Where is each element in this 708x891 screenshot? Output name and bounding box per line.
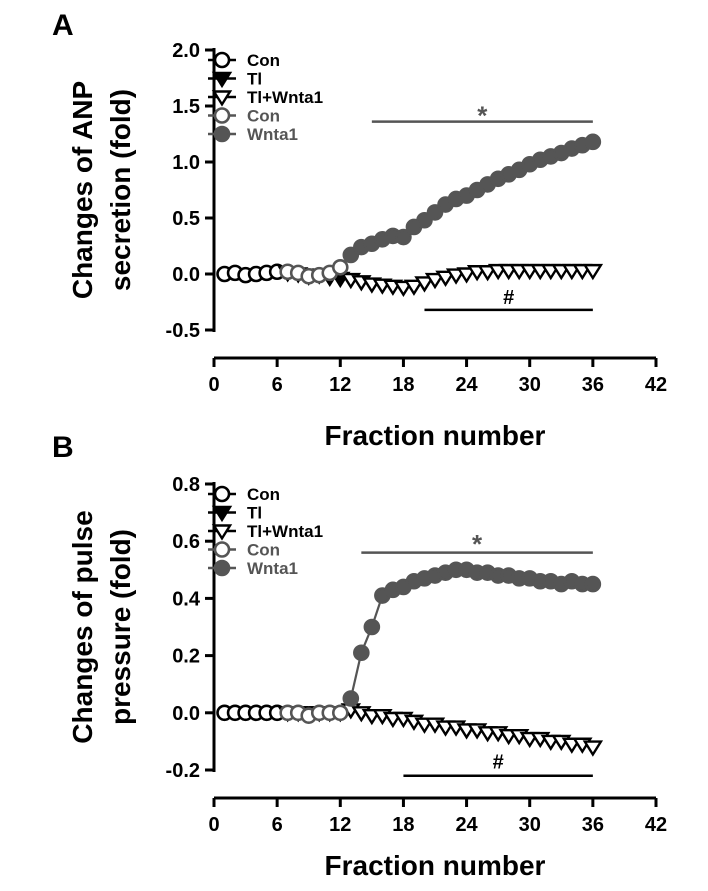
y-tick-label: 0.0 <box>172 703 200 725</box>
x-tick-label: 30 <box>519 374 541 396</box>
x-tick-label: 6 <box>272 374 283 396</box>
x-tick-label: 18 <box>392 814 414 836</box>
y-tick-label: 1.5 <box>172 96 200 118</box>
legend-label: Con <box>247 107 280 126</box>
significance-label: # <box>503 287 514 309</box>
legend-label: Wnta1 <box>247 559 298 578</box>
data-point <box>331 258 349 276</box>
x-tick-label: 36 <box>582 374 604 396</box>
x-tick-label: 30 <box>519 814 541 836</box>
x-tick-label: 24 <box>455 814 478 836</box>
data-point <box>424 272 446 290</box>
x-axis-label: Fraction number <box>325 420 546 451</box>
legend-marker <box>213 559 231 577</box>
data-point <box>582 740 604 757</box>
x-tick-label: 12 <box>329 374 351 396</box>
legend-marker <box>213 541 231 558</box>
series-3 <box>279 704 349 724</box>
data-point <box>582 263 604 281</box>
x-tick-label: 36 <box>582 814 604 836</box>
legend-marker <box>213 51 231 69</box>
legend-label: Tl <box>247 504 262 523</box>
legend-marker <box>213 125 231 143</box>
panel-label: A <box>52 9 74 42</box>
legend-marker <box>213 107 231 124</box>
legend-label: Tl+Wnta1 <box>247 522 323 541</box>
y-tick-label: 0.4 <box>172 588 201 610</box>
legend-label: Con <box>247 51 280 70</box>
y-tick-label: 1.0 <box>172 152 200 174</box>
x-tick-label: 12 <box>329 814 351 836</box>
series-2 <box>340 263 604 298</box>
x-tick-label: 18 <box>392 374 414 396</box>
series-4 <box>342 561 602 707</box>
legend-marker <box>211 90 233 107</box>
data-point <box>331 704 349 722</box>
y-tick-label: -0.2 <box>166 760 200 782</box>
chart-panel-b: B -0.2 0.0 0.2 0.4 0.6 0.8 0 6 12 18 24 30 36 42 Fracti… <box>52 431 667 881</box>
series-0 <box>216 263 286 284</box>
chart-panel-a: A -0.5 0.0 0.5 1.0 1.5 2.0 0 6 12 18 24 30 36 42 Fracti… <box>52 9 667 451</box>
legend-label: Tl <box>247 70 262 89</box>
y-tick-label: 0.0 <box>172 264 200 286</box>
data-point <box>414 276 435 293</box>
series-0 <box>216 704 286 722</box>
legend-label: Tl+Wnta1 <box>247 88 323 107</box>
data-point <box>395 228 412 246</box>
legend-label: Con <box>247 485 280 504</box>
x-axis-label: Fraction number <box>325 850 546 881</box>
data-point <box>342 690 360 707</box>
series-3 <box>279 258 349 285</box>
significance-label: # <box>493 751 504 773</box>
y-axis-label: Changes of pulse <box>67 510 98 743</box>
x-tick-label: 42 <box>645 374 667 396</box>
y-tick-label: 0.6 <box>172 531 200 553</box>
legend-marker <box>211 524 233 541</box>
y-axis-label: Changes of ANP <box>67 81 98 299</box>
data-point <box>353 644 370 662</box>
x-tick-label: 6 <box>272 814 283 836</box>
data-point <box>584 133 602 151</box>
x-tick-label: 24 <box>455 374 478 396</box>
series-4 <box>342 133 602 264</box>
data-point <box>363 618 381 636</box>
legend-marker <box>213 485 231 503</box>
significance-label: * <box>472 529 483 559</box>
legend-marker <box>211 505 233 523</box>
y-tick-label: 0.5 <box>172 208 200 230</box>
panel-label: B <box>52 431 74 464</box>
legend-marker <box>211 71 233 89</box>
x-tick-label: 0 <box>208 374 219 396</box>
data-point <box>584 575 602 593</box>
legend-label: Wnta1 <box>247 125 298 144</box>
y-axis-label: pressure (fold) <box>105 529 136 725</box>
legend-label: Con <box>247 541 280 560</box>
y-tick-label: 2.0 <box>172 40 200 62</box>
y-tick-label: 0.2 <box>172 646 200 668</box>
data-point <box>435 270 456 287</box>
data-point <box>403 279 425 296</box>
series-2 <box>340 703 604 757</box>
significance-label: * <box>477 101 488 131</box>
x-tick-label: 42 <box>645 814 667 836</box>
y-tick-label: 0.8 <box>172 474 200 496</box>
y-tick-label: -0.5 <box>166 320 200 342</box>
y-axis-label: secretion (fold) <box>105 89 136 291</box>
data-point <box>456 267 477 284</box>
x-tick-label: 0 <box>208 814 219 836</box>
